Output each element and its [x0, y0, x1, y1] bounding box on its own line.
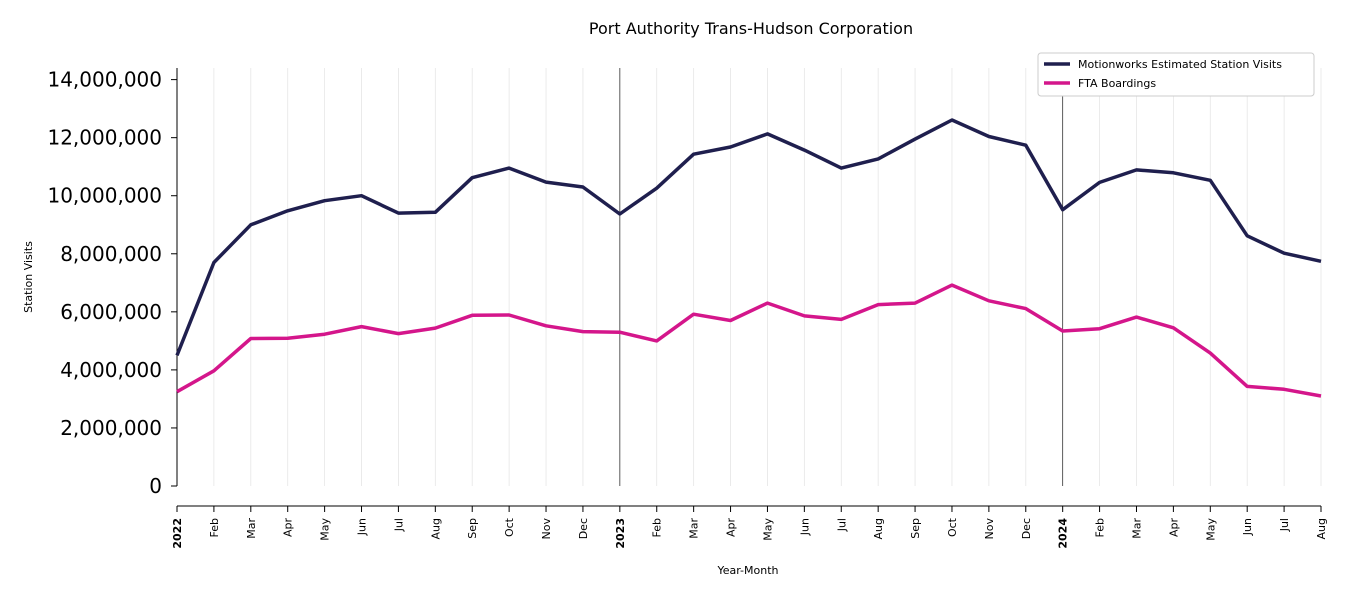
chart-title: Port Authority Trans-Hudson Corporation	[589, 19, 913, 38]
y-tick-label: 4,000,000	[60, 358, 162, 382]
x-tick-label: May	[1204, 518, 1217, 541]
x-tick-label: May	[319, 518, 332, 541]
x-tick-label: Jun	[1241, 518, 1254, 536]
y-tick-label: 8,000,000	[60, 242, 162, 266]
y-tick-label: 6,000,000	[60, 300, 162, 324]
x-tick-label: Sep	[909, 518, 922, 539]
y-tick-label: 2,000,000	[60, 416, 162, 440]
x-tick-label: Apr	[1167, 518, 1180, 538]
x-tick-label: Aug	[872, 518, 885, 539]
x-tick-label: Nov	[983, 518, 996, 540]
x-tick-label: Nov	[540, 518, 553, 540]
x-tick-label: Jul	[1278, 518, 1291, 532]
x-tick-label: Jun	[356, 518, 369, 536]
x-tick-label: Jun	[798, 518, 811, 536]
x-tick-label: Aug	[429, 518, 442, 539]
x-tick-label: Dec	[577, 518, 590, 539]
series-lines	[175, 118, 1322, 398]
series-line-motionworks	[175, 118, 1322, 357]
y-tick-label: 10,000,000	[47, 184, 162, 208]
x-tick-label: Mar	[1130, 518, 1143, 539]
x-tick-label: Mar	[688, 518, 701, 539]
y-tick-label: 0	[149, 474, 162, 498]
x-tick-label: Jul	[835, 518, 848, 532]
x-tick-label: Feb	[651, 518, 664, 537]
x-tick-label: 2024	[1057, 518, 1070, 549]
x-tick-label: Dec	[1020, 518, 1033, 539]
x-tick-label: Feb	[1094, 518, 1107, 537]
y-axis-label: Station Visits	[22, 241, 35, 313]
x-tick-label: May	[761, 518, 774, 541]
x-tick-label: 2023	[614, 518, 627, 549]
x-tick-label: Jul	[392, 518, 405, 532]
legend-box	[1037, 52, 1315, 97]
axes: 0 2,000,000 4,000,000 6,000,000 8,000,000 10,…	[47, 68, 1328, 549]
x-tick-label: Feb	[208, 518, 221, 537]
x-axis-label: Year-Month	[716, 564, 778, 577]
x-tick-label: Aug	[1315, 518, 1328, 539]
x-tick-label: Mar	[245, 518, 258, 539]
y-tick-label: 12,000,000	[47, 126, 162, 150]
x-tick-label: 2022	[171, 518, 184, 549]
x-tick-label: Apr	[725, 518, 738, 538]
legend: Motionworks Estimated Station Visits FTA…	[1037, 52, 1315, 97]
x-tick-label: Oct	[946, 517, 959, 537]
grid-lines	[213, 68, 1322, 486]
legend-label-fta: FTA Boardings	[1078, 77, 1156, 90]
legend-label-motionworks: Motionworks Estimated Station Visits	[1078, 58, 1282, 71]
series-line-fta	[176, 283, 1322, 398]
x-tick-label: Oct	[503, 517, 516, 537]
x-tick-label: Apr	[282, 518, 295, 538]
x-tick-label: Sep	[466, 518, 479, 539]
y-tick-label: 14,000,000	[47, 68, 162, 92]
